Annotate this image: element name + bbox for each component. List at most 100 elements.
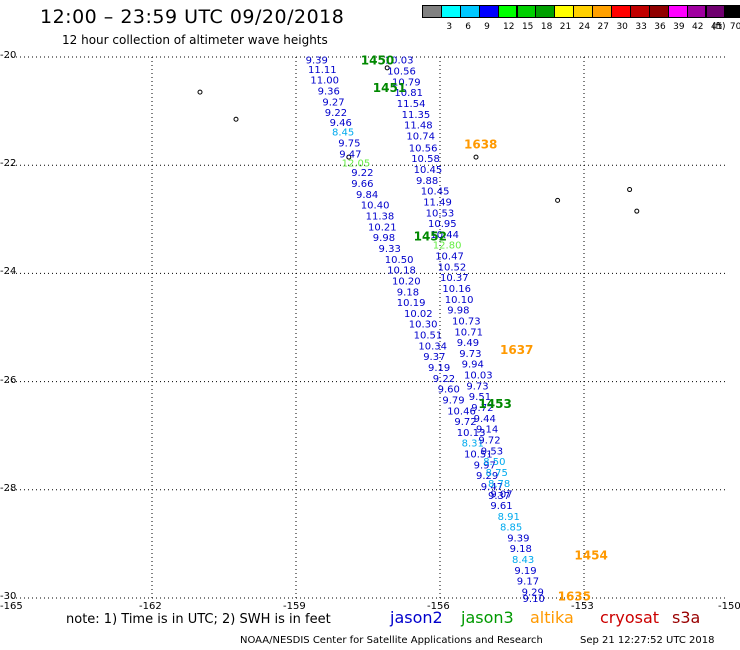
swh-reading: 8.85 bbox=[500, 523, 522, 534]
swh-reading: 9.72 bbox=[454, 417, 476, 428]
legend-s3a: s3a bbox=[672, 608, 701, 627]
legend-altika: altika bbox=[530, 608, 574, 627]
credit-line: NOAA/NESDIS Center for Satellite Applica… bbox=[240, 635, 543, 646]
lat-tick-label: -22 bbox=[0, 158, 17, 170]
legend-jason2: jason2 bbox=[390, 608, 443, 627]
swh-reading: 10.16 bbox=[442, 284, 471, 295]
pass-time-label: 1635 bbox=[558, 589, 591, 603]
lon-tick-label: -153 bbox=[571, 601, 594, 612]
swh-reading: 9.19 bbox=[514, 566, 536, 577]
swh-reading: 10.56 bbox=[387, 67, 416, 78]
swh-reading: 10.74 bbox=[406, 131, 435, 142]
swh-reading: 9.61 bbox=[490, 501, 512, 512]
pass-time-label: 1454 bbox=[574, 549, 607, 563]
swh-reading: 10.73 bbox=[452, 316, 481, 327]
swh-reading: 10.81 bbox=[394, 88, 423, 99]
track-2: 10.0310.5610.7910.8111.5411.3511.4810.74… bbox=[385, 56, 513, 501]
pass-time-label: 1451 bbox=[373, 81, 406, 95]
lat-tick-label: -24 bbox=[0, 266, 17, 278]
generated-timestamp: Sep 21 12:27:52 UTC 2018 bbox=[580, 635, 715, 646]
island-marker bbox=[384, 65, 390, 71]
island-marker bbox=[346, 154, 352, 160]
swh-reading: 9.46 bbox=[330, 118, 352, 129]
swh-reading: 9.94 bbox=[462, 360, 484, 371]
pass-time-labels: 1450 1451 1452 1453 1454 1635 1637 1638 bbox=[361, 54, 608, 604]
track-1: 9.3911.1111.009.369.279.229.468.459.759.… bbox=[306, 56, 545, 605]
swh-reading: 9.37 bbox=[423, 352, 445, 363]
swh-reading: 10.02 bbox=[404, 309, 433, 320]
swh-reading: 9.79 bbox=[442, 395, 464, 406]
swh-reading: 9.72 bbox=[478, 435, 500, 446]
island-marker bbox=[473, 154, 479, 160]
swh-reading: 11.00 bbox=[310, 76, 339, 87]
colorbar-label: 42 bbox=[692, 22, 704, 32]
swh-reading: 9.51 bbox=[469, 392, 491, 403]
swh-reading: 9.17 bbox=[517, 577, 539, 588]
swh-reading: 9.97 bbox=[474, 460, 496, 471]
swh-reading: 9.47 bbox=[481, 482, 503, 493]
swh-reading: 10.46 bbox=[447, 406, 476, 417]
lon-tick-label: -150 bbox=[718, 601, 740, 612]
swh-reading: 9.22 bbox=[351, 168, 373, 179]
lon-tick-label: -159 bbox=[283, 601, 306, 612]
swh-reading: 10.52 bbox=[438, 262, 467, 273]
swh-reading: 9.98 bbox=[447, 306, 469, 317]
island-markers bbox=[197, 65, 640, 214]
island-marker bbox=[627, 187, 633, 193]
colorbar-label: 30 bbox=[616, 22, 628, 32]
island-marker bbox=[197, 89, 203, 95]
legend-cryosat: cryosat bbox=[600, 608, 660, 627]
lat-lon-grid bbox=[8, 56, 728, 599]
legend-jason3: jason3 bbox=[461, 608, 514, 627]
swh-reading: 10.58 bbox=[411, 154, 440, 165]
swh-reading: 10.18 bbox=[387, 266, 416, 277]
swh-reading: 9.18 bbox=[510, 544, 532, 555]
swh-reading: 8.78 bbox=[488, 479, 510, 490]
swh-reading: 10.51 bbox=[414, 331, 443, 342]
swh-reading: 9.98 bbox=[373, 233, 395, 244]
swh-reading: 9.37 bbox=[488, 491, 510, 502]
colorbar-label: 45 bbox=[710, 22, 723, 32]
colorbar-unit: (ft) bbox=[712, 22, 726, 32]
swh-reading: 10.79 bbox=[392, 77, 421, 88]
swh-reading: 11.54 bbox=[397, 99, 426, 110]
swh-reading: 10.45 bbox=[414, 165, 443, 176]
swh-reading: 9.29 bbox=[476, 471, 498, 482]
swh-reading: 9.36 bbox=[318, 87, 340, 98]
swh-reading: 10.21 bbox=[368, 222, 397, 233]
colorbar-label: 6 bbox=[465, 22, 471, 32]
colorbar-label: 18 bbox=[540, 22, 553, 32]
swh-reading: 10.51 bbox=[464, 450, 493, 461]
swh-reading: 9.44 bbox=[474, 414, 496, 425]
swh-reading: 10.20 bbox=[392, 276, 421, 287]
island-marker bbox=[233, 116, 239, 122]
pass-time-label: 1637 bbox=[500, 343, 533, 357]
swh-reading: 9.49 bbox=[457, 338, 479, 349]
swh-reading: 11.48 bbox=[404, 121, 433, 132]
swh-reading: 12.05 bbox=[342, 158, 371, 169]
swh-reading: 10.19 bbox=[397, 298, 426, 309]
swh-reading: 9.84 bbox=[356, 190, 378, 201]
pass-time-label: 1453 bbox=[478, 397, 511, 411]
colorbar-label: 15 bbox=[521, 22, 534, 32]
swh-reading: 8.45 bbox=[332, 128, 354, 139]
swh-reading: 9.60 bbox=[438, 385, 460, 396]
lon-tick-label: -165 bbox=[0, 601, 23, 612]
swh-reading: 8.91 bbox=[498, 512, 520, 523]
swh-reading: 9.22 bbox=[325, 108, 347, 119]
swh-reading: 11.38 bbox=[366, 212, 395, 223]
swh-reading: 10.10 bbox=[445, 295, 474, 306]
swh-reading: 10.53 bbox=[426, 208, 455, 219]
swh-reading: 9.72 bbox=[471, 403, 493, 414]
colorbar-label: 9 bbox=[484, 22, 490, 32]
lon-tick-label: -162 bbox=[139, 601, 162, 612]
swh-reading: 9.10 bbox=[523, 594, 545, 605]
swh-reading: 10.37 bbox=[440, 273, 469, 284]
colorbar-label: 36 bbox=[654, 22, 666, 32]
swh-reading: 9.73 bbox=[459, 349, 481, 360]
map-title: 12:00 – 23:59 UTC 09/20/2018 bbox=[40, 6, 345, 28]
colorbar-label: 21 bbox=[559, 22, 572, 32]
swh-reading: 9.39 bbox=[306, 56, 328, 67]
